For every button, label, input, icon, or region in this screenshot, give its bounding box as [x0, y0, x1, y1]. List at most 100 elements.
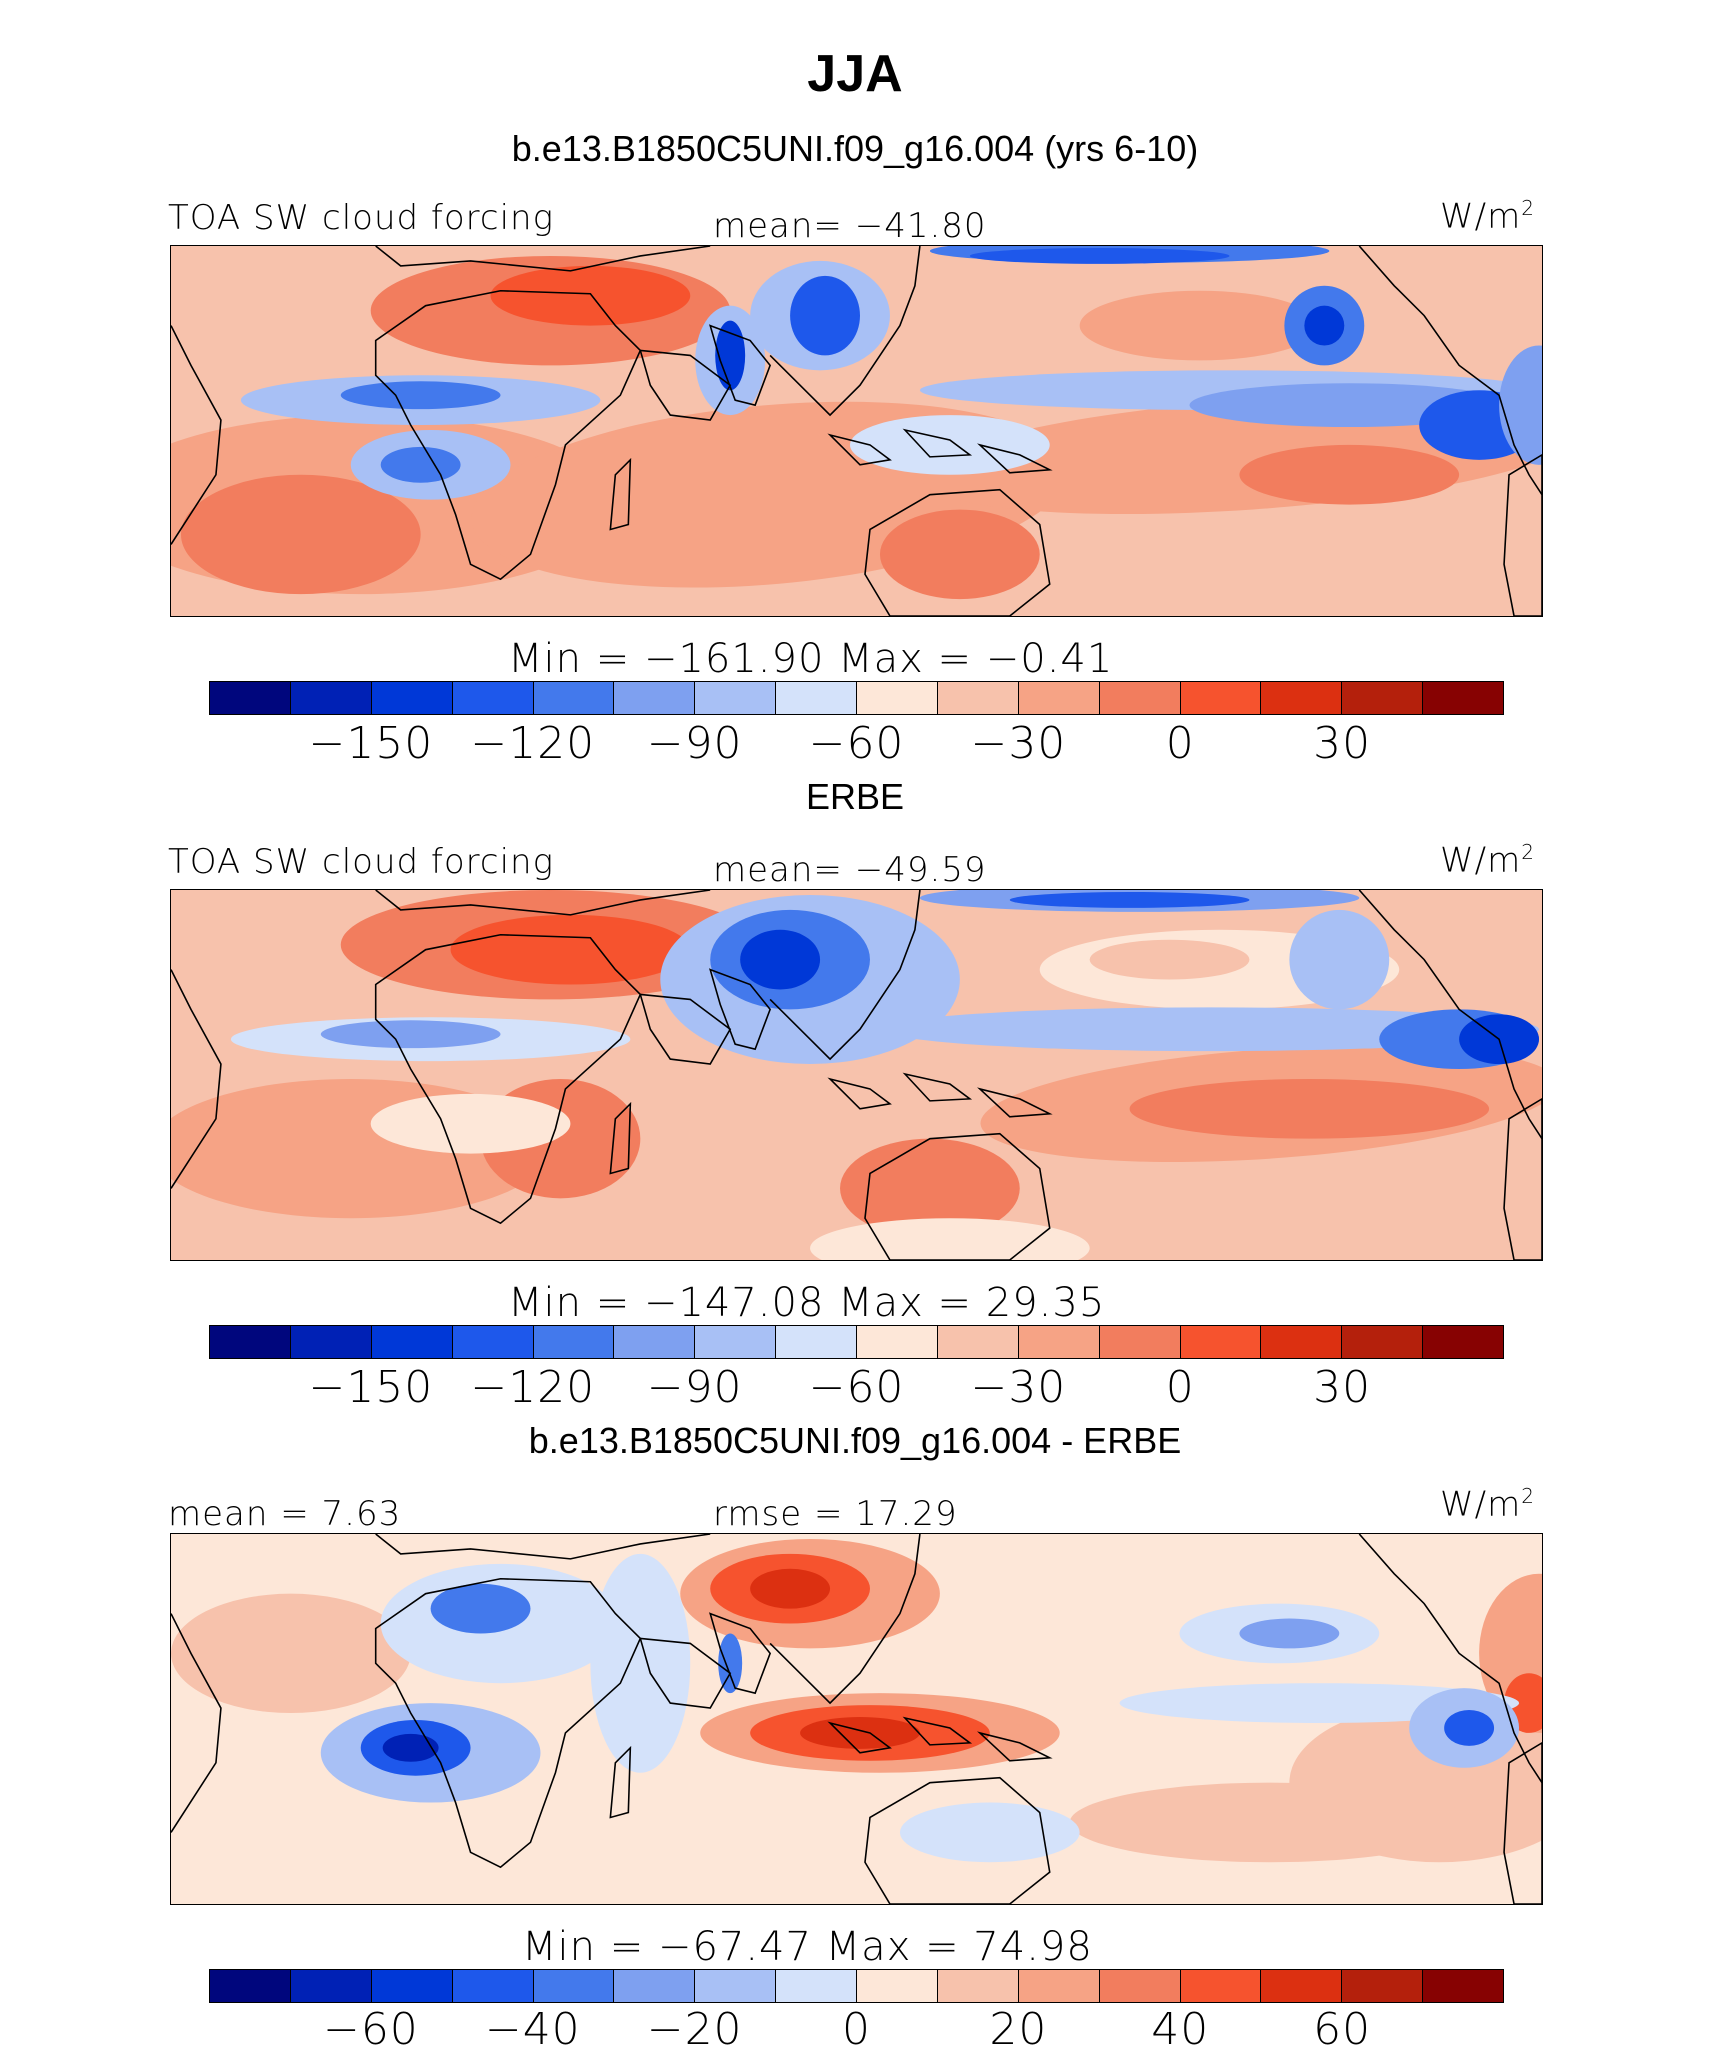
colorbar-tick-label: −60 — [808, 1362, 905, 1413]
colorbar-bin — [1342, 1326, 1424, 1358]
contour-region — [490, 265, 691, 326]
colorbar-tick-label: −40 — [484, 2004, 581, 2055]
colorbar-bin — [1180, 1326, 1262, 1358]
colorbar-tick-label: −90 — [646, 718, 743, 769]
contour-region — [740, 929, 821, 990]
contour-region — [180, 474, 421, 595]
coastline — [171, 1613, 222, 1833]
colorbar-bin — [1423, 1970, 1503, 2002]
coastline — [977, 443, 1053, 474]
colorbar-bin — [1261, 1326, 1343, 1358]
colorbar-bin — [614, 1326, 696, 1358]
colorbar-tick-label: 0 — [842, 2004, 871, 2055]
contour-region — [718, 1633, 743, 1694]
panel-1-units: W/m2 — [1440, 196, 1535, 237]
panel-2-mean-label: mean= −49.59 — [713, 850, 987, 890]
colorbar-bin — [1261, 682, 1343, 714]
coastline — [709, 968, 772, 1051]
colorbar-tick-label: −30 — [970, 718, 1067, 769]
coastline — [1503, 453, 1542, 616]
coastline — [769, 890, 921, 1061]
colorbar-tick-label: −120 — [470, 1362, 596, 1413]
colorbar-bin — [371, 1326, 453, 1358]
colorbar-bin — [1099, 682, 1181, 714]
coastline — [609, 1101, 632, 1175]
contour-region — [382, 1733, 439, 1762]
coastline — [375, 1534, 711, 1560]
contour-region — [790, 275, 860, 356]
colorbar-tick-label: −120 — [470, 718, 596, 769]
contour-region — [380, 446, 461, 483]
coastline — [977, 1087, 1053, 1118]
contour-region — [450, 914, 691, 985]
coastline — [769, 1534, 921, 1705]
panel-2-units: W/m2 — [1440, 840, 1535, 881]
colorbar-tick-label: −60 — [322, 2004, 419, 2055]
colorbar-bin — [857, 1326, 938, 1358]
contour-region — [969, 247, 1230, 264]
colorbar-bin — [1018, 1970, 1100, 2002]
coastline — [375, 246, 711, 272]
panel-2-colorbar — [209, 1325, 1504, 1359]
colorbar-tick-label: 20 — [989, 2004, 1048, 2055]
contour-region — [340, 381, 501, 410]
contour-region — [800, 1717, 920, 1749]
colorbar-bin — [1423, 682, 1503, 714]
contour-region — [430, 1583, 531, 1634]
colorbar-bin — [452, 682, 534, 714]
colorbar-tick-label: 0 — [1165, 718, 1195, 769]
coastline — [902, 1716, 973, 1746]
contour-region — [1239, 1618, 1340, 1649]
coastline — [639, 1637, 732, 1709]
coastline — [374, 933, 642, 1225]
colorbar-bin — [290, 682, 372, 714]
coastline — [1503, 1097, 1542, 1260]
contour-region — [810, 1218, 1090, 1260]
coastline — [977, 1731, 1053, 1762]
contour-region — [1089, 939, 1250, 980]
contour-region — [879, 1007, 1540, 1052]
coastline — [639, 993, 732, 1065]
coastline — [374, 1577, 642, 1869]
coastline — [374, 289, 642, 581]
contour-region — [1304, 305, 1345, 346]
coastline — [864, 488, 1051, 616]
contour-region — [1129, 1078, 1490, 1139]
coastline — [827, 433, 892, 466]
panel-2-header: ERBE — [805, 776, 905, 817]
colorbar-tick-label: 30 — [1313, 718, 1372, 769]
contour-region — [1069, 1782, 1470, 1863]
coastline — [864, 1776, 1051, 1904]
colorbar-bin — [937, 682, 1019, 714]
contour-region — [850, 415, 1050, 475]
colorbar-bin — [1099, 1970, 1181, 2002]
colorbar-bin — [290, 1970, 372, 2002]
panel-1-minmax: Min = −161.90 Max = −0.41 — [508, 636, 1114, 682]
colorbar-bin — [857, 682, 938, 714]
contour-region — [899, 1802, 1080, 1863]
colorbar-tick-label: −20 — [646, 2004, 743, 2055]
colorbar-bin — [1180, 1970, 1262, 2002]
colorbar-bin — [937, 1326, 1019, 1358]
contour-region — [171, 1593, 411, 1714]
colorbar-bin — [1099, 1326, 1181, 1358]
contour-region — [840, 1138, 1020, 1239]
colorbar-tick-label: −150 — [308, 1362, 434, 1413]
panel-3-rmse-label: rmse = 17.29 — [713, 1494, 958, 1534]
contour-region — [1499, 345, 1542, 465]
colorbar-bin — [452, 1970, 534, 2002]
panel-2-map — [170, 889, 1543, 1261]
coastline — [709, 1612, 772, 1695]
contour-region — [370, 1093, 571, 1154]
panel-2-variable-label: TOA SW cloud forcing — [168, 842, 554, 882]
coastline — [902, 1072, 973, 1102]
contour-region — [1444, 1710, 1495, 1746]
coastline — [609, 457, 632, 531]
colorbar-bin — [937, 1970, 1019, 2002]
coastline — [171, 325, 222, 545]
panel-1-map — [170, 245, 1543, 617]
colorbar-bin — [857, 1970, 938, 2002]
coastline — [709, 324, 772, 407]
colorbar-bin — [210, 1970, 291, 2002]
colorbar-bin — [371, 682, 453, 714]
